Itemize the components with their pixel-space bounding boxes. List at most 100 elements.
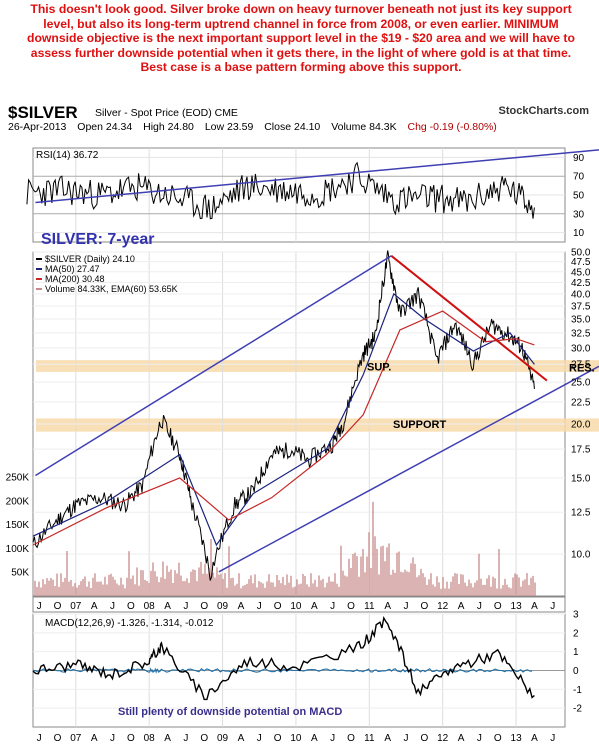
legend-swatch [36, 278, 42, 280]
x-tick-label: 08 [144, 733, 156, 744]
quote-low: Low 23.59 [204, 121, 254, 133]
price-tick-label: 20.0 [571, 420, 591, 431]
macd-tick-label: 0 [573, 666, 579, 677]
x-tick-label: J [404, 733, 409, 744]
macd-annotation: Still plenty of downside potential on MA… [118, 706, 342, 718]
x-tick-label: O [200, 601, 208, 612]
price-tick-label: 47.5 [571, 257, 591, 268]
volume-tick-label: 100K [6, 544, 30, 555]
x-tick-label: A [238, 601, 245, 612]
rsi-line [26, 161, 535, 220]
chart-header: $SILVER Silver - Spot Price (EOD) CME St… [8, 103, 593, 122]
x-tick-label: J [257, 733, 262, 744]
legend-swatch [36, 258, 42, 260]
price-tick-label: 17.5 [571, 445, 591, 456]
x-tick-label: A [458, 601, 465, 612]
legend-entry: MA(50) 27.47 [45, 264, 100, 274]
macd-tick-label: 2 [573, 628, 579, 639]
price-tick-label: 12.5 [571, 508, 591, 519]
ticker-description: Silver - Spot Price (EOD) CME [95, 107, 238, 119]
commentary-text: This doesn't look good. Silver broke dow… [27, 2, 575, 75]
price-tick-label: 27.5 [571, 360, 591, 371]
trend-lines [35, 149, 599, 573]
x-tick-label: A [238, 733, 245, 744]
price-tick-label: 30.0 [571, 343, 591, 354]
x-tick-label: A [384, 733, 391, 744]
rsi-tick-label: 10 [573, 228, 585, 239]
macd-tick-label: -2 [573, 704, 582, 715]
x-tick-label: A [311, 733, 318, 744]
x-tick-label: A [384, 601, 391, 612]
rsi-tick-label: 70 [573, 172, 585, 183]
support-label: SUPPORT [393, 419, 446, 431]
x-tick-label: O [274, 733, 282, 744]
x-tick-label: J [477, 601, 482, 612]
support-bands [36, 360, 599, 432]
x-tick-label: A [531, 601, 538, 612]
x-tick-label: J [183, 733, 188, 744]
x-tick-label: O [127, 733, 135, 744]
rsi-tick-label: 50 [573, 191, 585, 202]
x-tick-label: J [257, 601, 262, 612]
volume-tick-label: 50K [11, 568, 29, 579]
support-band [36, 360, 599, 372]
x-tick-label: J [477, 733, 482, 744]
x-tick-label: A [311, 601, 318, 612]
ma200-line [32, 310, 535, 546]
rsi-tick-label: 30 [573, 209, 585, 220]
quote-volume: Volume 84.3K [331, 121, 397, 133]
x-tick-label: J [110, 733, 115, 744]
x-tick-label: O [200, 733, 208, 744]
x-tick-label: 08 [144, 601, 156, 612]
x-tick-label: 07 [70, 733, 82, 744]
x-tick-label: O [494, 733, 502, 744]
channel-lower-line [218, 365, 599, 573]
x-tick-label: 10 [290, 601, 302, 612]
price-tick-label: 35.0 [571, 314, 591, 325]
price-tick-label: 32.5 [571, 328, 591, 339]
gridlines [33, 148, 565, 727]
x-tick-label: 10 [290, 733, 302, 744]
x-tick-label: 09 [217, 601, 229, 612]
x-tick-label: A [91, 601, 98, 612]
x-tick-label: 12 [437, 601, 449, 612]
channel-upper-line [35, 255, 392, 477]
series-lines [26, 161, 535, 701]
sup-label: SUP. [367, 361, 391, 373]
macd-histogram-line [32, 667, 533, 674]
legend-entry: Volume 84.33K, EMA(60) 53.65K [45, 284, 178, 294]
x-tick-label: J [550, 733, 555, 744]
legend-swatch [36, 288, 42, 290]
stockcharts-brand[interactable]: StockCharts.com [499, 105, 589, 117]
price-tick-label: 15.0 [571, 474, 591, 485]
x-tick-label: O [54, 601, 62, 612]
volume-tick-label: 200K [6, 496, 30, 507]
ticker-symbol: $SILVER [8, 103, 78, 122]
x-tick-label: O [494, 601, 502, 612]
x-tick-label: 11 [364, 733, 375, 744]
volume-bars [34, 501, 536, 596]
x-axis-strip [32, 596, 566, 613]
quote-open: Open 24.34 [77, 121, 133, 133]
support-band [36, 418, 599, 432]
x-tick-label: A [164, 733, 171, 744]
rsi-tick-label: 90 [573, 153, 585, 164]
x-tick-label: 13 [511, 733, 523, 744]
legend-entry: MA(200) 30.48 [45, 274, 105, 284]
price-tick-label: 45.0 [571, 267, 591, 278]
price-tick-label: 22.5 [571, 397, 591, 408]
x-tick-label: J [110, 601, 115, 612]
x-tick-label: 09 [217, 733, 229, 744]
res-label: RES. [569, 363, 595, 375]
x-tick-label: J [37, 733, 42, 744]
x-tick-label: 07 [70, 601, 82, 612]
chart-title-annotation: SILVER: 7-year [41, 231, 155, 248]
x-tick-label: J [183, 601, 188, 612]
quote-row: 26-Apr-2013 Open 24.34 High 24.80 Low 23… [8, 121, 505, 133]
x-tick-label: O [347, 733, 355, 744]
macd-tick-label: -1 [573, 685, 582, 696]
stockcharts-logo: StockCharts.com [498, 105, 589, 117]
volume-tick-label: 250K [6, 472, 30, 483]
ma50-line [32, 292, 535, 547]
